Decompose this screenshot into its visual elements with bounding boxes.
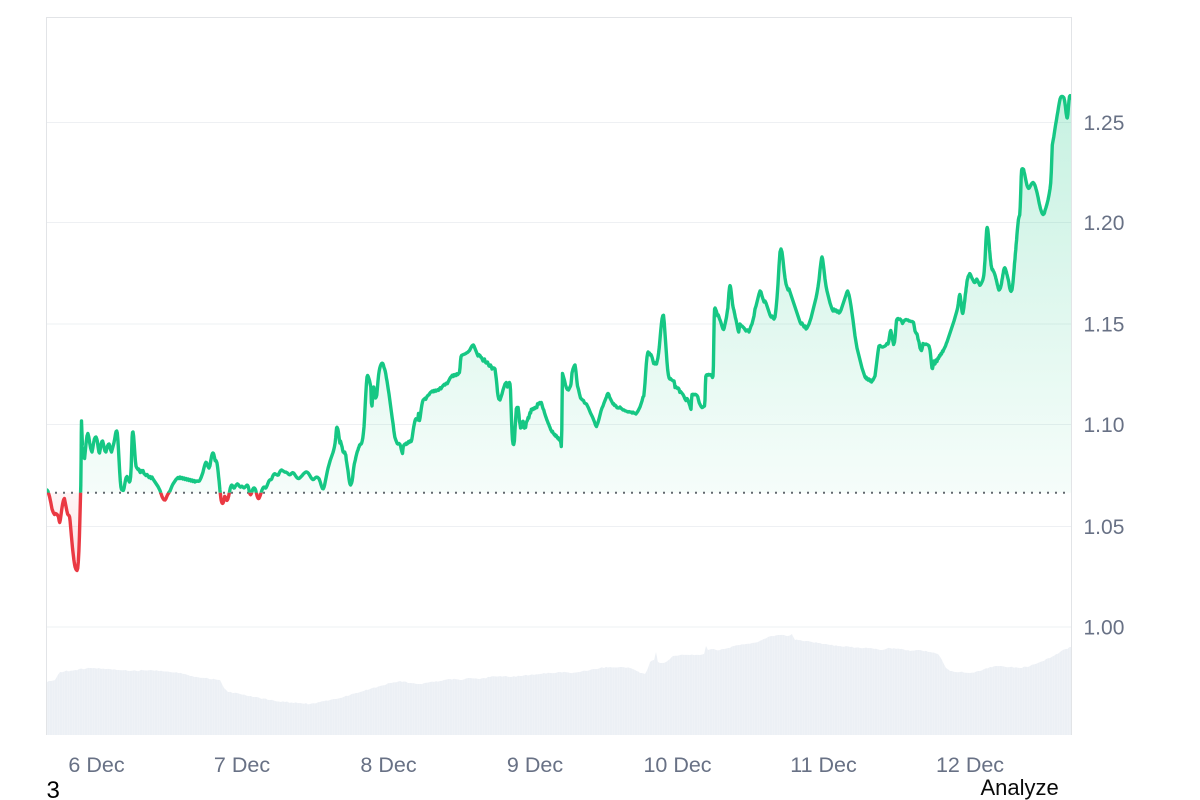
svg-text:1.15: 1.15 (1084, 314, 1125, 337)
svg-text:7 Dec: 7 Dec (214, 753, 270, 777)
svg-text:11 Dec: 11 Dec (790, 753, 857, 777)
svg-text:6 Dec: 6 Dec (68, 753, 124, 777)
svg-text:10 Dec: 10 Dec (643, 753, 711, 777)
svg-text:1.05: 1.05 (1084, 516, 1125, 539)
svg-text:8 Dec: 8 Dec (360, 753, 416, 777)
svg-text:Analyze: Analyze (981, 775, 1059, 800)
svg-text:9 Dec: 9 Dec (507, 753, 563, 777)
svg-text:3: 3 (47, 777, 60, 800)
svg-text:1.00: 1.00 (1084, 617, 1125, 640)
svg-text:1.10: 1.10 (1084, 414, 1125, 437)
svg-text:12 Dec: 12 Dec (936, 753, 1004, 777)
svg-text:1.20: 1.20 (1084, 212, 1125, 235)
svg-text:1.25: 1.25 (1084, 112, 1125, 135)
